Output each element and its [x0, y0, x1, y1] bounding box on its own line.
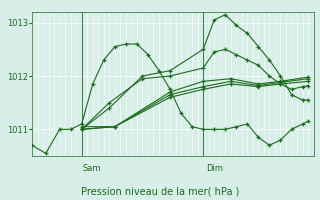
Text: Sam: Sam — [83, 164, 101, 173]
Text: Pression niveau de la mer( hPa ): Pression niveau de la mer( hPa ) — [81, 186, 239, 196]
Text: Dim: Dim — [207, 164, 224, 173]
